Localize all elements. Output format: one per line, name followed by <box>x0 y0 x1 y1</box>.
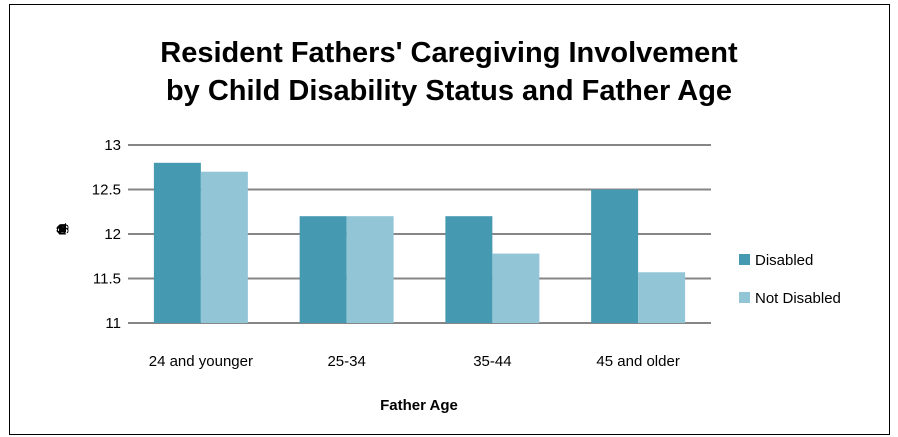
y-tick-label: 12.5 <box>92 182 121 199</box>
legend-label: Disabled <box>755 252 813 269</box>
legend-swatch <box>739 292 750 303</box>
x-axis-title: Father Age <box>380 397 458 414</box>
bar-disabled <box>591 189 639 323</box>
bar-not-disabled <box>492 253 540 323</box>
y-tick-label: 13 <box>104 137 121 154</box>
chart-title: Resident Fathers' Caregiving Involvement… <box>0 34 898 110</box>
x-tick-label: 24 and younger <box>149 353 253 370</box>
bar-not-disabled <box>346 216 394 323</box>
bar-disabled <box>153 162 201 323</box>
x-tick-labels: 24 and younger 25-34 35-44 45 and older <box>149 353 680 370</box>
bar-not-disabled <box>200 171 248 323</box>
legend: Disabled Not Disabled <box>739 252 841 307</box>
legend-label: Not Disabled <box>755 290 841 307</box>
x-tick-label: 25-34 <box>327 353 365 370</box>
y-tick-labels: 11 11.5 12 12.5 13 <box>92 137 121 332</box>
y-axis-title: Paternal Caregiving <box>54 222 69 235</box>
y-tick-label: 11.5 <box>93 271 121 288</box>
y-tick-label: 11 <box>105 315 121 332</box>
bars <box>153 162 686 323</box>
x-tick-label: 45 and older <box>596 353 679 370</box>
bar-disabled <box>299 216 347 323</box>
bar-disabled <box>445 216 493 323</box>
chart-title-line-1: Resident Fathers' Caregiving Involvement <box>160 37 738 69</box>
bar-not-disabled <box>638 272 686 323</box>
legend-swatch <box>739 254 750 265</box>
y-tick-label: 12 <box>104 226 121 243</box>
chart-title-line-2: by Child Disability Status and Father Ag… <box>165 75 733 107</box>
x-tick-label: 35-44 <box>473 353 511 370</box>
